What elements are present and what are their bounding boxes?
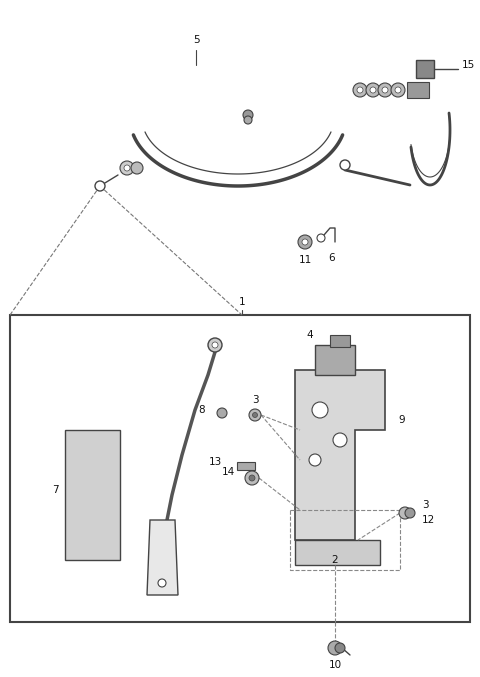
Circle shape (309, 454, 321, 466)
Bar (407, 82, 429, 98)
Text: 14: 14 (222, 467, 235, 477)
Text: 6: 6 (329, 253, 336, 263)
Circle shape (328, 641, 342, 655)
Bar (315, 345, 355, 375)
Text: 15: 15 (462, 60, 475, 70)
Circle shape (244, 116, 252, 124)
Bar (237, 462, 255, 470)
Circle shape (208, 338, 222, 352)
Circle shape (378, 83, 392, 97)
Polygon shape (295, 540, 380, 565)
Text: 12: 12 (422, 515, 435, 525)
Circle shape (317, 234, 325, 242)
Circle shape (370, 87, 376, 93)
Circle shape (395, 87, 401, 93)
Text: 7: 7 (52, 485, 58, 495)
Circle shape (249, 475, 255, 481)
Bar (65, 430, 120, 560)
Polygon shape (147, 520, 178, 595)
Text: 8: 8 (198, 405, 205, 415)
Text: 2: 2 (332, 555, 338, 565)
Circle shape (405, 508, 415, 518)
Text: 4: 4 (307, 330, 313, 340)
Text: 5: 5 (192, 35, 199, 45)
Text: 1: 1 (239, 297, 245, 307)
Circle shape (382, 87, 388, 93)
Circle shape (391, 83, 405, 97)
Text: 11: 11 (299, 255, 312, 265)
Circle shape (212, 342, 218, 348)
Circle shape (298, 235, 312, 249)
Text: 10: 10 (328, 660, 342, 670)
Polygon shape (295, 370, 385, 540)
Text: 9: 9 (398, 415, 405, 425)
Circle shape (335, 643, 345, 653)
Text: 3: 3 (422, 500, 429, 510)
Circle shape (357, 87, 363, 93)
Circle shape (245, 471, 259, 485)
Circle shape (366, 83, 380, 97)
Circle shape (131, 162, 143, 174)
Circle shape (120, 161, 134, 175)
Circle shape (312, 402, 328, 418)
Circle shape (124, 165, 130, 171)
Circle shape (333, 433, 347, 447)
Circle shape (95, 181, 105, 191)
Circle shape (353, 83, 367, 97)
Circle shape (249, 409, 261, 421)
Circle shape (252, 412, 257, 418)
Text: 13: 13 (209, 457, 222, 467)
Circle shape (302, 239, 308, 245)
Circle shape (217, 408, 227, 418)
Circle shape (399, 507, 411, 519)
Circle shape (158, 579, 166, 587)
Bar (416, 60, 434, 78)
Text: 3: 3 (252, 395, 258, 405)
Circle shape (243, 110, 253, 120)
Circle shape (340, 160, 350, 170)
Bar (10, 315, 470, 622)
Bar (330, 335, 350, 347)
